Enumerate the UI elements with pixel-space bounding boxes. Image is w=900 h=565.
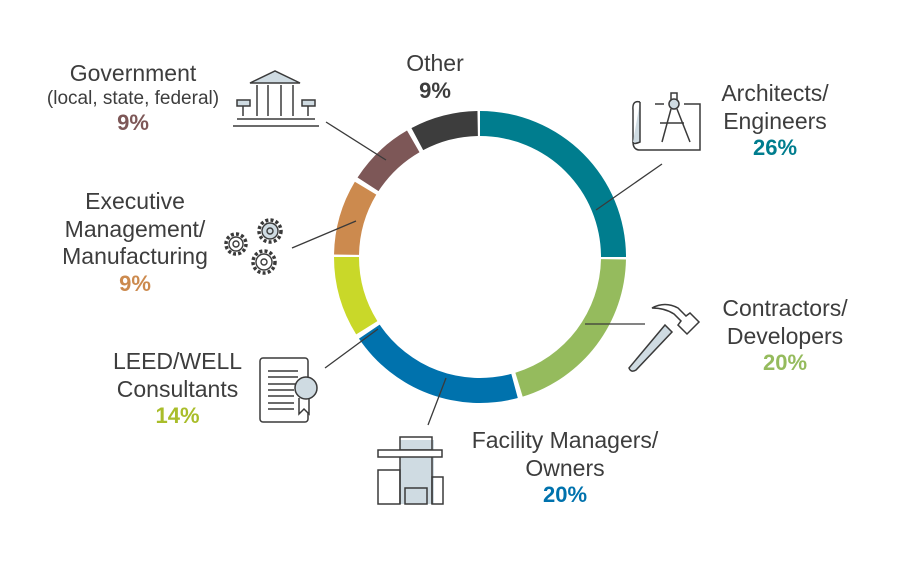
label-facility: Facility Managers/ Owners 20% [445,427,685,509]
leader-line-government [325,121,387,161]
label-executive-line2: Management/ [64,215,206,242]
gears-icon [224,218,283,275]
label-architects-line1: Architects/ [721,80,829,106]
certificate-icon [259,357,318,423]
label-executive: Executive Management/ Manufacturing 9% [50,188,220,297]
donut-slice-architects [480,111,626,257]
label-executive-line1: Executive [85,188,185,214]
leader-lines [291,121,663,426]
donut-slice-facility [358,324,518,403]
donut-slice-contractors [515,259,626,397]
label-leed-line1: LEED/WELL [112,348,243,374]
label-executive-line3: Manufacturing [62,243,208,270]
label-facility-line2: Owners [525,454,605,481]
value-label-executive: 9% [119,270,151,296]
leader-line-leed [324,328,379,369]
blueprint-compass-icon [632,92,701,151]
donut-ring [334,111,626,403]
label-government: Government (local, state, federal) 9% [28,60,238,137]
label-government-sub: (local, state, federal) [46,87,220,109]
donut-slice-government [357,130,420,192]
label-leed-line2: Consultants [116,375,239,402]
label-contractors: Contractors/ Developers 20% [700,295,870,377]
leader-line-facility [427,377,447,426]
leader-line-executive [291,220,357,249]
donut-slice-executive [334,181,377,255]
value-label-contractors: 20% [762,350,808,376]
label-architects-line2: Engineers [723,107,827,134]
label-architects: Architects/ Engineers 26% [700,80,850,162]
label-leed: LEED/WELL Consultants 14% [95,348,260,430]
label-contractors-line2: Developers [726,322,844,349]
label-facility-line1: Facility Managers/ [471,427,659,453]
value-label-architects: 26% [752,135,798,161]
label-contractors-line1: Contractors/ [722,295,848,321]
value-label-leed: 14% [155,403,200,429]
label-other: Other 9% [385,50,485,104]
leader-line-architects [595,163,663,211]
hammer-icon [628,303,701,372]
label-government-title: Government [69,60,197,86]
value-label-facility: 20% [542,482,588,508]
label-other-title: Other [406,50,464,76]
donut-slice-other [411,111,478,151]
donut-slice-leed [334,257,378,335]
government-building-icon [233,70,319,127]
value-label-other: 9% [419,77,451,103]
building-icon [377,436,444,505]
value-label-government: 9% [117,110,149,136]
